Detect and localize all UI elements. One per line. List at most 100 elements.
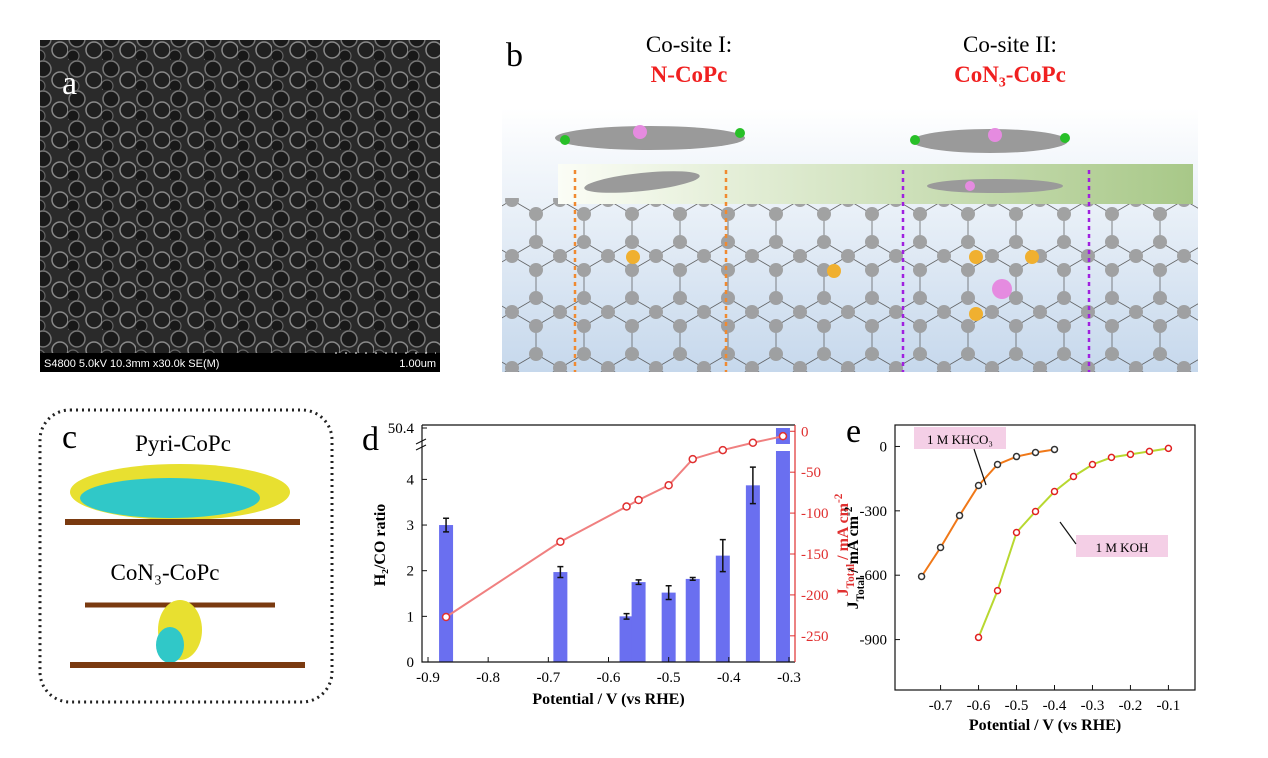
- error-bar: [635, 579, 642, 586]
- molecules: [555, 125, 1070, 321]
- y-tick-label: -300: [860, 504, 888, 520]
- y-tick-label: 2: [407, 564, 415, 580]
- error-bar: [443, 517, 450, 533]
- site-title: Co-site I:: [646, 32, 732, 57]
- axis-break: [415, 438, 427, 451]
- panel-label: d: [362, 421, 379, 458]
- legend-arrow: [973, 448, 987, 486]
- x-tick-label: -0.1: [1157, 698, 1181, 714]
- point: [1012, 452, 1021, 461]
- bar: [745, 485, 760, 662]
- label-part: -2: [843, 506, 855, 516]
- bar: [619, 616, 634, 662]
- point: [1088, 460, 1097, 469]
- axis-break-gap: [416, 444, 801, 451]
- error-bar: [623, 612, 630, 620]
- panel-label: e: [846, 413, 861, 450]
- density-blob: [80, 478, 260, 518]
- error-bar: [749, 466, 756, 505]
- y2-tick-label: -250: [801, 629, 829, 645]
- legend-label: 1 M KOH: [1096, 540, 1149, 555]
- point: [1050, 445, 1059, 454]
- x-tick-label: -0.7: [929, 698, 953, 714]
- x-tick-label: -0.3: [1081, 698, 1105, 714]
- point: [1145, 447, 1154, 456]
- point: [441, 612, 451, 622]
- label-part: J: [845, 601, 862, 609]
- bar: [553, 572, 568, 662]
- bar: [661, 592, 676, 662]
- frame: [38, 408, 334, 704]
- line: [445, 435, 784, 618]
- point: [688, 454, 697, 464]
- y2-tick-label: -200: [801, 588, 829, 604]
- site-name: CoN₃-CoPc: [954, 62, 1066, 87]
- error-bar: [689, 576, 696, 582]
- panel-c: c Pyri-CoPc CoN₃-CoPc: [38, 408, 334, 704]
- point: [634, 495, 643, 505]
- point: [748, 438, 758, 447]
- y2-tick-label: 0: [801, 424, 809, 440]
- label-part: -2: [833, 493, 845, 503]
- point: [1012, 528, 1021, 537]
- y-tick-label: 1: [407, 609, 415, 625]
- point: [622, 502, 631, 511]
- bar: [715, 555, 730, 662]
- y-tick-label: 0: [880, 439, 888, 455]
- legend-box: [1076, 535, 1168, 557]
- y-tick-label: -900: [860, 633, 888, 649]
- axis-title: Potential / V (vs RHE): [532, 691, 684, 708]
- x-tick-label: -0.6: [597, 670, 621, 686]
- bar: [685, 578, 700, 662]
- site-title: Co-site II:: [963, 32, 1057, 57]
- y2-tick-label: -50: [801, 465, 821, 481]
- point: [1164, 444, 1173, 453]
- point: [1069, 472, 1078, 481]
- point: [778, 431, 788, 441]
- panel-a: a S4800 5.0kV 10.3mm x30.0k SE(M) 1.00um: [40, 40, 440, 372]
- point: [718, 445, 728, 455]
- label-part: Total: [845, 564, 857, 588]
- point: [1107, 453, 1116, 462]
- point: [993, 586, 1002, 595]
- point: [664, 481, 673, 490]
- point: [917, 572, 926, 581]
- y-tick-label: 3: [407, 518, 415, 534]
- x-tick-label: -0.4: [717, 670, 741, 686]
- label-part: J: [835, 588, 852, 596]
- panel-b: b Co-site I: N-CoPc Co-site II: CoN₃-CoP…: [502, 32, 1198, 372]
- axis-title: JTotal / mA cm-2: [843, 506, 867, 609]
- point: [1126, 450, 1135, 459]
- sem-caption: S4800 5.0kV 10.3mm x30.0k SE(M): [44, 358, 219, 370]
- caption-bar: [40, 353, 440, 372]
- x-tick-label: -0.5: [657, 670, 681, 686]
- point: [974, 481, 983, 490]
- x-tick-label: -0.9: [416, 670, 440, 686]
- x-tick-label: -0.3: [777, 670, 801, 686]
- axis-title: Potential / V (vs RHE): [969, 717, 1121, 734]
- point: [993, 460, 1002, 469]
- error-bar: [665, 585, 672, 601]
- point: [936, 543, 945, 552]
- bar: [631, 582, 646, 662]
- axis-frame: [421, 425, 795, 663]
- axis-frame: [894, 424, 1196, 691]
- y-tick-label: 50.4: [388, 421, 415, 437]
- x-tick-label: -0.8: [476, 670, 500, 686]
- structure-label: CoN₃-CoPc: [111, 560, 220, 585]
- x-tick-label: -0.6: [967, 698, 991, 714]
- label-part: / mA cm: [835, 502, 852, 564]
- scale-label: 1.00um: [399, 358, 436, 370]
- axis-title: JTotal / mA cm-2: [833, 493, 857, 596]
- bar: [439, 525, 454, 662]
- point: [556, 537, 565, 546]
- y2-tick-label: -100: [801, 506, 829, 522]
- bar: [775, 428, 790, 662]
- structure-label: Pyri-CoPc: [135, 431, 231, 456]
- y-tick-label: 4: [407, 472, 415, 488]
- x-tick-label: -0.5: [1005, 698, 1029, 714]
- y-tick-label: 0: [407, 655, 415, 671]
- x-tick-label: -0.7: [536, 670, 560, 686]
